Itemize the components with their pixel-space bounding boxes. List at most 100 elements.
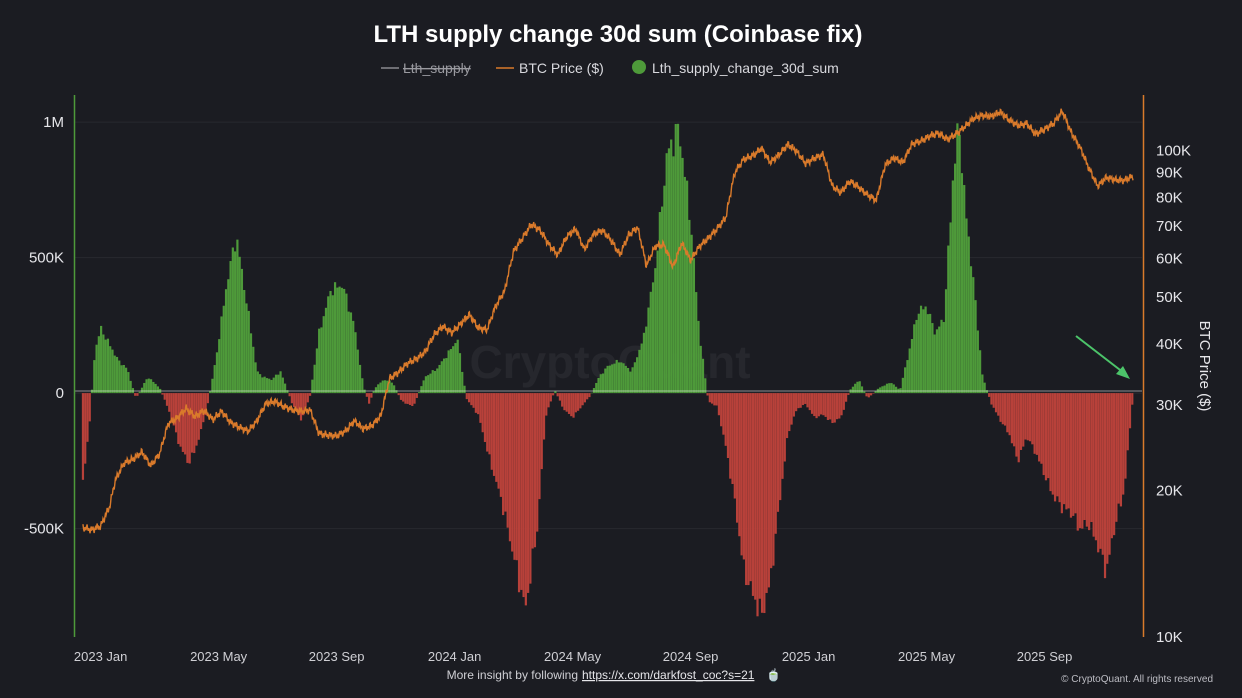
- supply-change-bar: [922, 309, 925, 394]
- supply-change-bar: [81, 393, 85, 480]
- supply-change-bar: [84, 393, 87, 464]
- supply-change-bar: [268, 378, 271, 394]
- supply-change-bar: [327, 296, 330, 394]
- supply-change-bar: [492, 393, 496, 476]
- supply-change-bar: [956, 123, 959, 394]
- supply-change-bar: [1019, 393, 1023, 450]
- supply-change-bar: [545, 393, 548, 416]
- supply-change-bar: [181, 393, 184, 452]
- supply-change-bar: [890, 383, 893, 394]
- supply-change-bar: [992, 393, 995, 408]
- supply-change-bar: [665, 153, 668, 394]
- supply-change-bar: [1117, 393, 1120, 504]
- supply-change-bar: [579, 393, 582, 409]
- supply-change-bar: [270, 379, 273, 394]
- supply-change-bar: [106, 338, 110, 394]
- supply-change-bar: [944, 289, 948, 394]
- supply-change-bar: [981, 374, 984, 394]
- footer-link[interactable]: https://x.com/darkfost_coc?s=21: [582, 668, 755, 682]
- legend-supply-change-label[interactable]: Lth_supply_change_30d_sum: [652, 60, 839, 76]
- supply-change-bar: [985, 390, 989, 394]
- supply-change-bar: [1103, 393, 1107, 579]
- supply-change-bar: [620, 362, 623, 394]
- supply-change-bar: [638, 349, 641, 394]
- x-axis-ticks: 2023 Jan 2023 May 2023 Sep 2024 Jan 2024 May…: [74, 649, 1072, 664]
- supply-change-bar: [188, 393, 191, 464]
- supply-change-bar: [954, 163, 957, 394]
- supply-change-bar: [368, 393, 371, 404]
- supply-change-bar: [997, 393, 1000, 416]
- supply-change-bar: [858, 381, 861, 394]
- supply-change-bar: [240, 268, 244, 394]
- supply-change-bar: [190, 393, 194, 453]
- supply-change-bar: [929, 313, 932, 394]
- supply-change-bar: [917, 313, 920, 394]
- supply-change-bar: [338, 286, 341, 394]
- supply-change-bar: [751, 393, 755, 596]
- supply-change-bar: [138, 391, 141, 394]
- legend-btc-price-label[interactable]: BTC Price ($): [519, 60, 604, 76]
- supply-change-bar: [331, 295, 334, 394]
- supply-change-bar: [738, 393, 741, 537]
- supply-change-bar: [1031, 393, 1034, 445]
- supply-change-bar: [722, 393, 725, 435]
- supply-change-bar: [692, 258, 696, 394]
- supply-change-bar: [1097, 393, 1100, 553]
- supply-change-bar: [1106, 393, 1109, 564]
- supply-change-bar: [263, 376, 266, 394]
- right-tick-label: 70K: [1156, 218, 1183, 235]
- supply-change-bar: [642, 332, 646, 394]
- supply-change-bar: [826, 393, 830, 420]
- supply-change-bar: [458, 353, 462, 394]
- x-tick-label: 2024 Jan: [428, 649, 482, 664]
- supply-change-bar: [372, 391, 375, 394]
- supply-change-bar: [742, 393, 745, 560]
- supply-change-bar: [243, 290, 246, 394]
- supply-change-bar: [1008, 393, 1011, 436]
- supply-change-bar: [186, 393, 189, 463]
- supply-change-bar: [236, 239, 239, 394]
- supply-change-bar: [1131, 393, 1134, 405]
- supply-change-bar: [111, 349, 114, 394]
- supply-change-bar: [1015, 393, 1018, 457]
- supply-change-bar: [513, 393, 516, 560]
- supply-change-bar: [820, 393, 823, 415]
- supply-change-bar: [538, 393, 541, 500]
- supply-change-bar: [1126, 393, 1129, 451]
- supply-change-bar: [1038, 393, 1041, 462]
- supply-change-bar: [1010, 393, 1014, 444]
- supply-change-bar: [701, 358, 705, 394]
- supply-change-bar: [1013, 393, 1016, 447]
- supply-change-bar: [806, 393, 809, 408]
- supply-change-bar: [486, 393, 489, 452]
- legend-lth-supply-label[interactable]: Lth_supply: [403, 60, 471, 76]
- supply-change-bar: [842, 393, 845, 410]
- supply-change-bar: [779, 393, 782, 501]
- supply-change-bar: [318, 328, 321, 394]
- supply-change-bar: [715, 393, 718, 406]
- supply-change-bar: [658, 212, 661, 394]
- supply-change-bar: [395, 390, 398, 394]
- supply-change-bar: [381, 380, 384, 394]
- supply-change-bar: [1067, 393, 1070, 509]
- supply-change-bar: [874, 391, 877, 394]
- legend[interactable]: Lth_supply BTC Price ($) Lth_supply_chan…: [381, 60, 839, 76]
- supply-change-bar: [910, 339, 914, 394]
- supply-change-bar: [813, 393, 816, 417]
- supply-change-bar: [1049, 393, 1052, 492]
- supply-change-bar: [497, 393, 500, 489]
- supply-change-bar: [488, 393, 491, 455]
- supply-change-bar: [324, 307, 328, 394]
- supply-change-bar: [697, 320, 700, 394]
- supply-change-bar: [888, 383, 891, 394]
- supply-change-bar: [624, 365, 627, 394]
- supply-change-bar: [433, 370, 437, 394]
- supply-change-bar: [749, 393, 752, 582]
- supply-change-bar: [195, 393, 198, 446]
- right-tick-label: 60K: [1156, 250, 1183, 267]
- supply-change-bar: [152, 381, 155, 394]
- right-tick-label: 20K: [1156, 483, 1183, 500]
- supply-change-bar: [165, 393, 169, 406]
- supply-change-bar: [1088, 393, 1091, 531]
- supply-change-bar: [390, 382, 393, 394]
